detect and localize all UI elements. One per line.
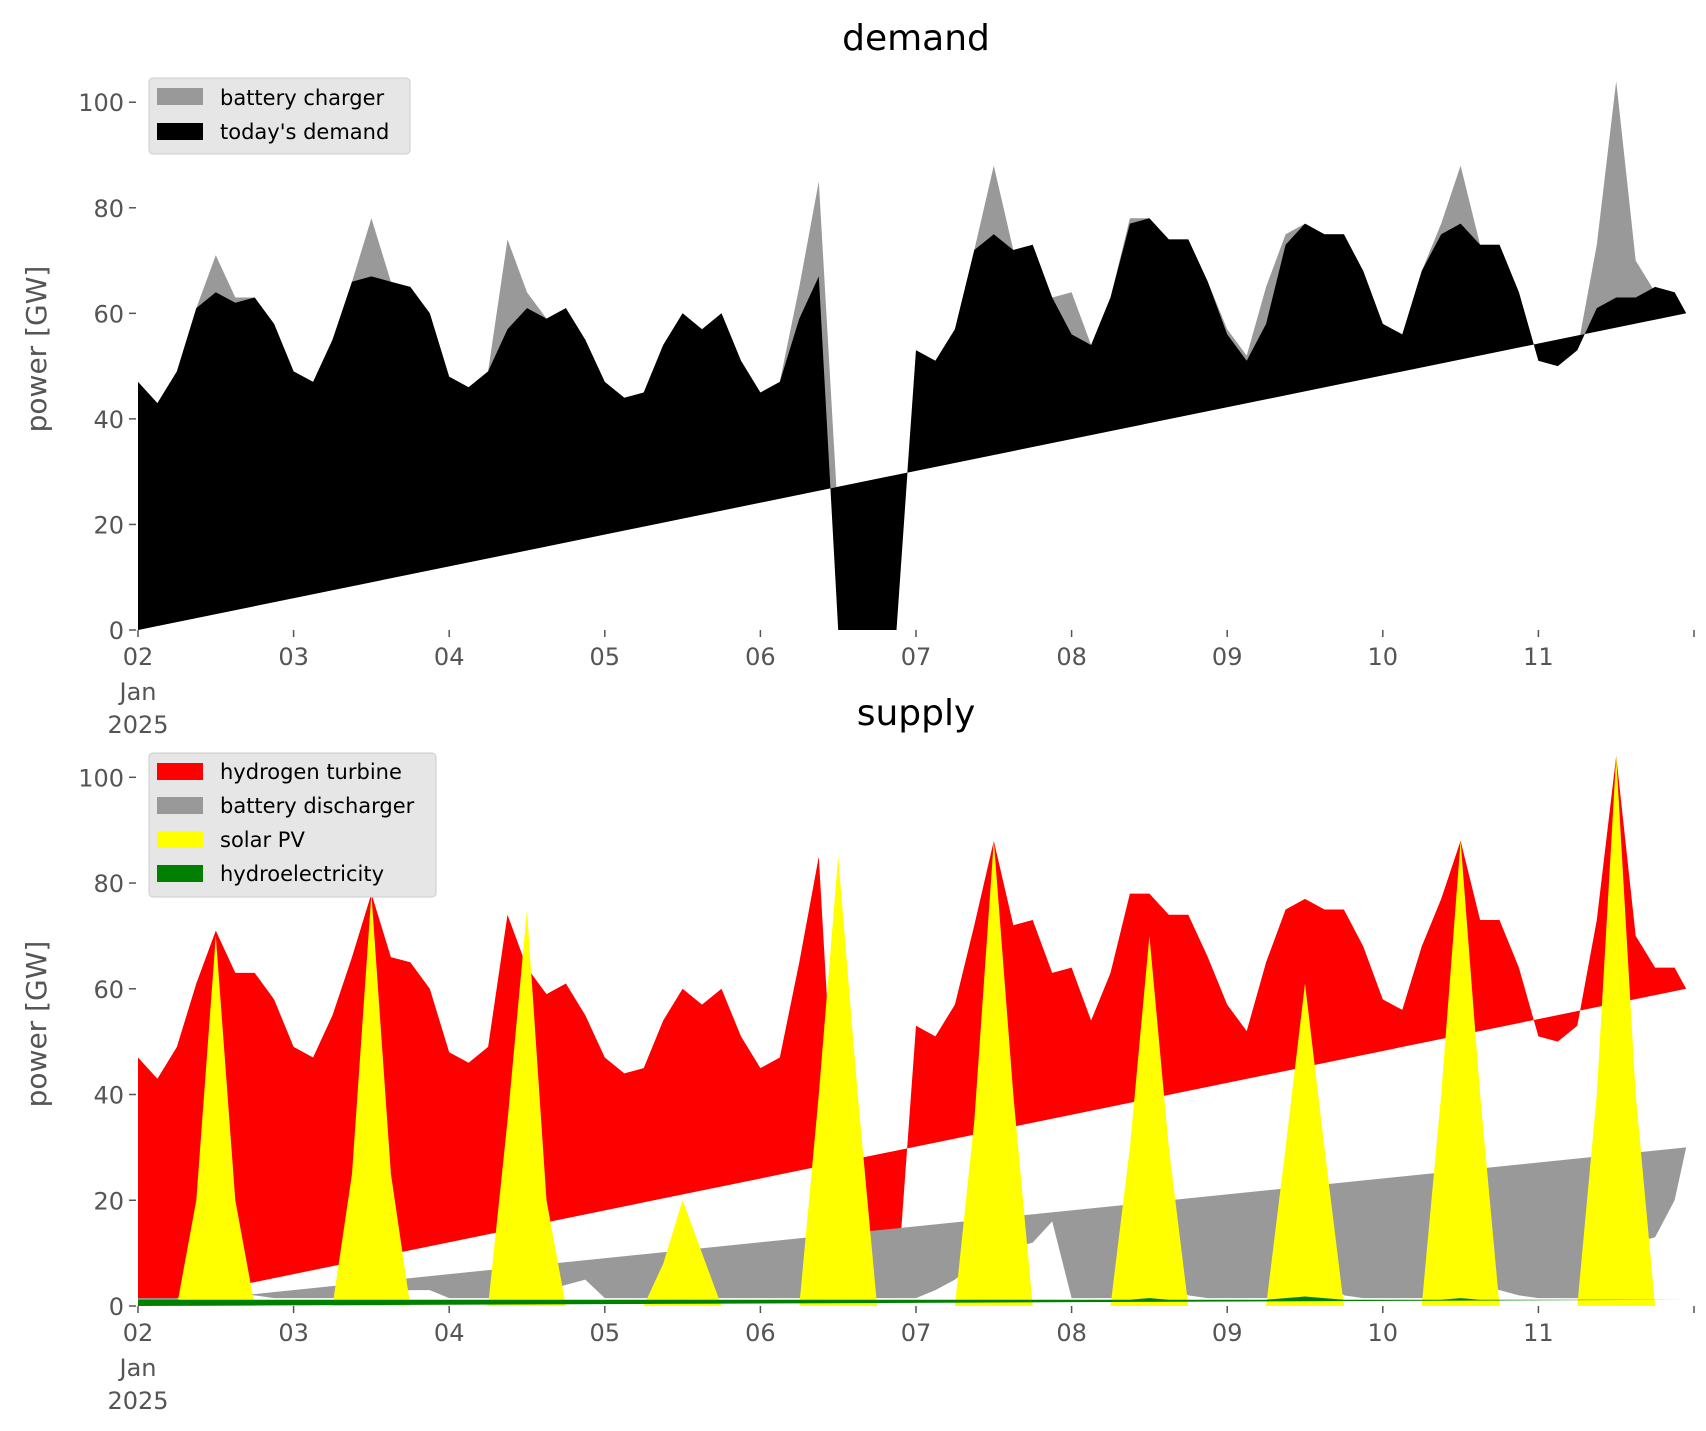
- supply-area-solar-pv: [138, 756, 1687, 1306]
- supply-y-tick-label: 100: [78, 764, 124, 792]
- demand-legend: battery charger today's demand: [148, 77, 411, 155]
- demand-x-tick-label: 07: [901, 643, 932, 671]
- supply-x-tick-label: 10: [1368, 1319, 1399, 1347]
- supply-y-tick-label: 80: [93, 870, 124, 898]
- demand-x-tick-sublabel: 2025: [107, 711, 168, 739]
- demand-y-axis-label: power [GW]: [20, 266, 53, 433]
- legend-swatch-todays-demand: [157, 123, 203, 140]
- supply-area-hydroelectricity: [138, 1296, 1687, 1306]
- supply-x-tick-sublabel: 2025: [107, 1387, 168, 1415]
- legend-label-solar-pv: solar PV: [220, 828, 305, 852]
- demand-area-today-s-demand: [138, 218, 1687, 631]
- supply-y-tick-label: 40: [93, 1082, 124, 1110]
- demand-x-tick-sublabel: Jan: [118, 678, 157, 706]
- demand-x-tick-label: 02: [123, 643, 154, 671]
- supply-chart: supply power [GW] 0 20 40 60 80 100 02 Jan 2025…: [20, 693, 1695, 1415]
- supply-legend: hydrogen turbine battery discharger sola…: [148, 752, 437, 898]
- demand-y-tick-label: 40: [93, 406, 124, 434]
- supply-legend-box: [148, 752, 437, 898]
- supply-x-tick-label: 11: [1523, 1319, 1554, 1347]
- demand-chart: demand power [GW] 0 20 40 60 80 100 02 Jan 2025…: [20, 18, 1695, 739]
- legend-swatch-hydroelectricity: [157, 865, 203, 882]
- demand-x-tick-label: 05: [590, 643, 621, 671]
- supply-chart-title: supply: [857, 693, 976, 734]
- demand-areas: [138, 81, 1687, 631]
- legend-swatch-battery-discharger: [157, 797, 203, 814]
- demand-x-tick-label: 10: [1368, 643, 1399, 671]
- supply-y-tick-label: 0: [109, 1293, 124, 1321]
- demand-y-tick-label: 20: [93, 511, 124, 539]
- demand-chart-title: demand: [842, 18, 990, 59]
- legend-label-battery-charger: battery charger: [220, 86, 385, 110]
- legend-label-hydroelectricity: hydroelectricity: [220, 862, 384, 886]
- supply-x-tick-label: 08: [1056, 1319, 1087, 1347]
- supply-x-tick-label: 09: [1212, 1319, 1243, 1347]
- demand-y-tick-label: 0: [109, 617, 124, 645]
- demand-x-tick-label: 03: [278, 643, 309, 671]
- supply-y-tick-label: 60: [93, 976, 124, 1004]
- demand-legend-box: [148, 77, 411, 155]
- demand-x-tick-label: 06: [745, 643, 776, 671]
- demand-x-tick-label: 08: [1056, 643, 1087, 671]
- legend-swatch-solar-pv: [157, 831, 203, 848]
- demand-y-tick-label: 100: [78, 89, 124, 117]
- supply-y-tick-label: 20: [93, 1187, 124, 1215]
- demand-y-tick-label: 60: [93, 300, 124, 328]
- supply-x-tick-label: 05: [590, 1319, 621, 1347]
- legend-label-battery-discharger: battery discharger: [220, 794, 415, 818]
- supply-y-axis-label: power [GW]: [20, 941, 53, 1108]
- demand-x-tick-label: 04: [434, 643, 465, 671]
- demand-x-tick-label: 09: [1212, 643, 1243, 671]
- legend-label-todays-demand: today's demand: [220, 120, 389, 144]
- supply-x-tick-label: 06: [745, 1319, 776, 1347]
- supply-x-tick-label: 03: [278, 1319, 309, 1347]
- supply-x-tick-label: 02: [123, 1319, 154, 1347]
- supply-y-ticks: 0 20 40 60 80 100: [78, 764, 136, 1321]
- supply-x-ticks: 02 Jan 2025 03 04 05 06 07 08 09 10 11: [107, 1306, 1695, 1415]
- legend-swatch-battery-charger: [157, 88, 203, 105]
- legend-swatch-hydrogen-turbine: [157, 763, 203, 780]
- supply-x-tick-sublabel: Jan: [118, 1354, 157, 1382]
- demand-x-tick-label: 11: [1523, 643, 1554, 671]
- demand-x-ticks: 02 Jan 2025 03 04 05 06 07 08 09 10 11: [107, 630, 1695, 739]
- supply-x-tick-label: 07: [901, 1319, 932, 1347]
- supply-x-tick-label: 04: [434, 1319, 465, 1347]
- demand-y-tick-label: 80: [93, 195, 124, 223]
- supply-areas: [138, 756, 1687, 1306]
- legend-label-hydrogen-turbine: hydrogen turbine: [220, 760, 402, 784]
- demand-y-ticks: 0 20 40 60 80 100: [78, 89, 136, 645]
